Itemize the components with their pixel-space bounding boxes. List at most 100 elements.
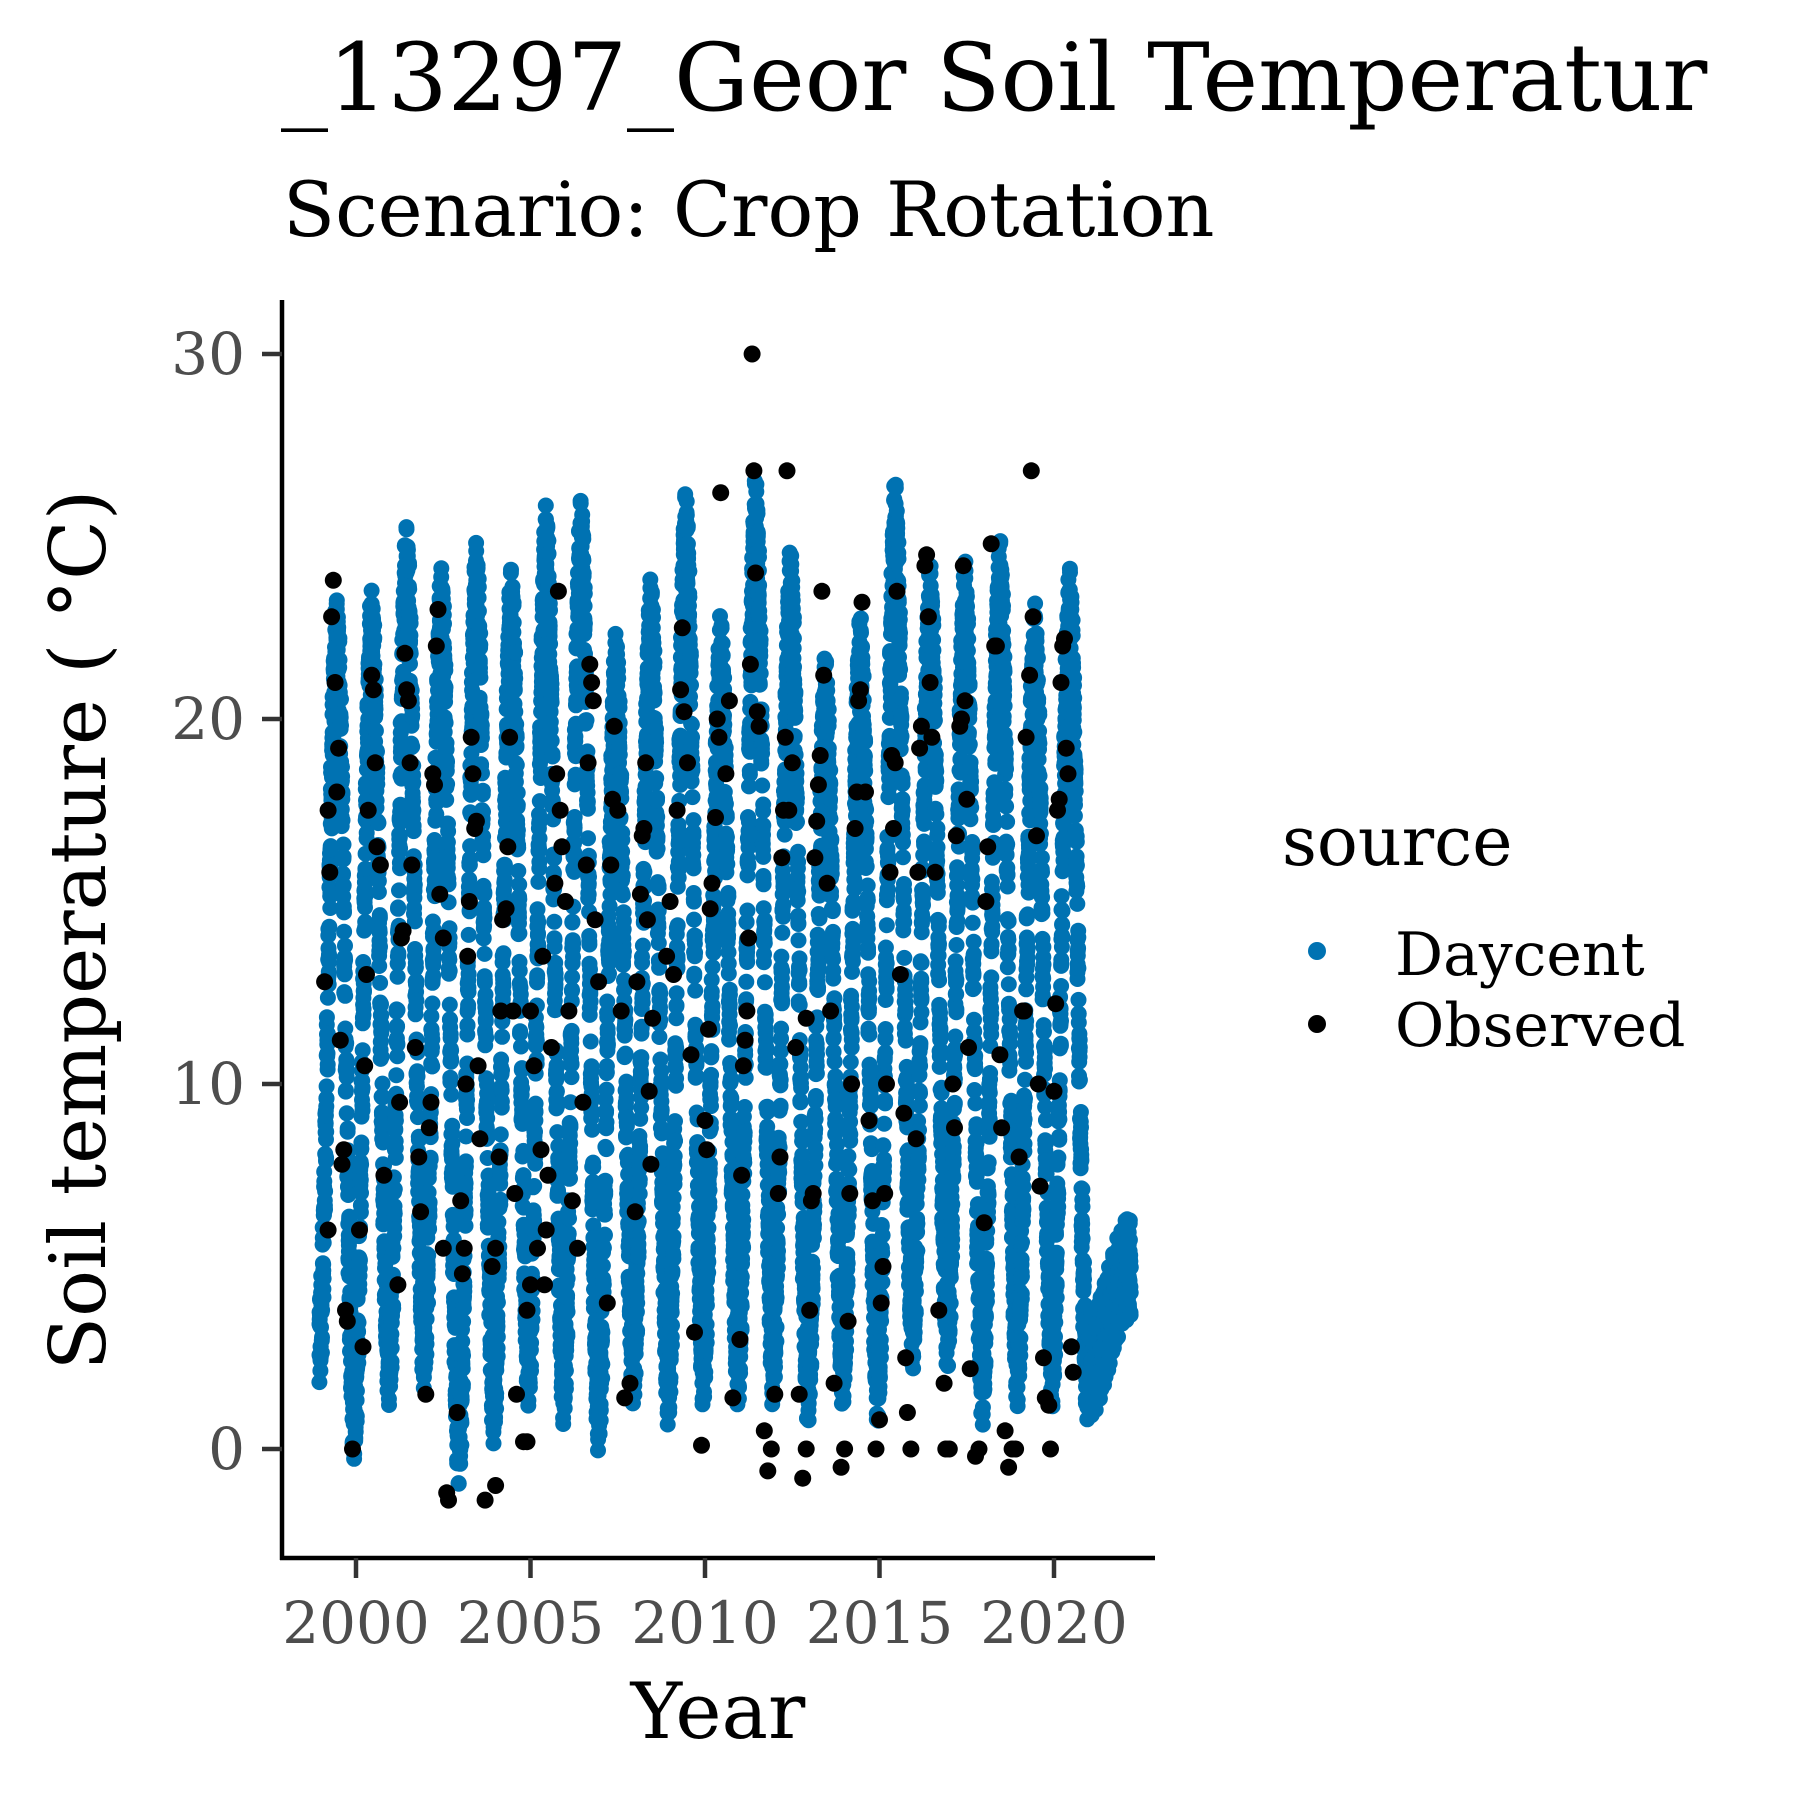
daycent-point	[472, 669, 489, 686]
daycent-point	[773, 948, 790, 965]
daycent-point	[598, 1058, 615, 1075]
daycent-point	[580, 830, 596, 847]
daycent-point	[543, 694, 560, 711]
daycent-point	[472, 636, 489, 653]
daycent-point	[583, 1063, 600, 1079]
daycent-point	[392, 796, 409, 813]
daycent-point	[404, 707, 421, 724]
daycent-point	[684, 789, 701, 806]
daycent-point	[610, 670, 627, 687]
daycent-point	[409, 1095, 426, 1111]
daycent-point	[314, 1302, 331, 1318]
daycent-point	[438, 741, 455, 758]
daycent-point	[408, 992, 425, 1009]
daycent-point	[354, 1102, 371, 1119]
daycent-point	[669, 917, 686, 934]
daycent-point	[705, 938, 722, 955]
daycent-point	[439, 776, 456, 792]
plot-area	[311, 345, 1139, 1509]
daycent-point	[335, 836, 352, 853]
daycent-point	[557, 1362, 574, 1379]
daycent-point	[783, 556, 800, 573]
daycent-point	[476, 945, 493, 962]
daycent-point	[371, 909, 388, 926]
daycent-point	[488, 1400, 505, 1417]
daycent-point	[582, 993, 599, 1010]
daycent-point	[337, 987, 354, 1004]
daycent-point	[749, 505, 766, 522]
daycent-point	[425, 948, 442, 965]
daycent-point	[578, 712, 595, 729]
daycent-point	[756, 912, 773, 929]
daycent-point	[366, 630, 383, 646]
daycent-point	[420, 1294, 436, 1311]
daycent-point	[489, 1348, 506, 1365]
daycent-point	[457, 1153, 474, 1170]
daycent-point	[458, 1128, 474, 1145]
daycent-point	[732, 1365, 749, 1382]
daycent-point	[772, 1097, 789, 1114]
daycent-point	[559, 1287, 576, 1304]
daycent-point	[615, 943, 632, 960]
daycent-point	[754, 777, 771, 794]
daycent-point	[736, 1099, 753, 1115]
daycent-point	[488, 1385, 505, 1402]
daycent-point	[749, 525, 766, 542]
daycent-point	[614, 887, 631, 904]
daycent-point	[460, 984, 477, 1000]
daycent-point	[734, 1186, 751, 1203]
daycent-point	[770, 1206, 787, 1223]
daycent-point	[723, 1072, 739, 1089]
daycent-point	[357, 888, 374, 905]
daycent-point	[574, 506, 591, 523]
daycent-point	[701, 1182, 718, 1199]
daycent-point	[494, 1028, 511, 1045]
daycent-point	[784, 572, 801, 589]
daycent-point	[385, 1300, 402, 1317]
daycent-point	[634, 954, 651, 971]
daycent-point	[630, 1243, 647, 1260]
daycent-point	[479, 1110, 496, 1127]
daycent-point	[318, 1009, 335, 1026]
daycent-point	[701, 1199, 718, 1216]
daycent-point	[420, 1247, 437, 1264]
daycent-point	[562, 1116, 579, 1133]
daycent-point	[317, 1183, 334, 1200]
daycent-point	[334, 768, 351, 785]
daycent-point	[584, 1121, 601, 1138]
daycent-point	[650, 878, 667, 894]
daycent-point	[476, 909, 493, 926]
daycent-point	[371, 924, 388, 941]
daycent-point	[733, 1298, 750, 1315]
daycent-point	[721, 1031, 738, 1048]
daycent-point	[321, 918, 338, 935]
daycent-point	[665, 1250, 682, 1267]
daycent-point	[739, 902, 756, 919]
daycent-point	[559, 1303, 576, 1320]
daycent-point	[383, 1326, 400, 1343]
daycent-point	[562, 1159, 579, 1176]
daycent-point	[489, 1328, 506, 1345]
daycent-point	[773, 1020, 790, 1037]
daycent-point	[774, 992, 791, 1009]
daycent-point	[337, 1082, 354, 1099]
daycent-point	[579, 800, 596, 817]
daycent-point	[354, 1079, 371, 1096]
daycent-point	[386, 1181, 403, 1198]
daycent-point	[336, 904, 352, 921]
daycent-point	[585, 1159, 602, 1176]
daycent-point	[409, 1068, 426, 1085]
daycent-point	[615, 912, 632, 929]
daycent-point	[514, 1080, 530, 1097]
daycent-point	[436, 615, 452, 632]
daycent-point	[758, 1039, 775, 1056]
daycent-point	[401, 581, 418, 598]
daycent-point	[352, 1171, 369, 1188]
daycent-point	[335, 848, 352, 865]
daycent-point	[670, 869, 687, 886]
daycent-point	[493, 1093, 510, 1110]
daycent-point	[340, 1187, 357, 1203]
daycent-point	[495, 977, 512, 994]
daycent-point	[598, 1081, 615, 1098]
daycent-point	[631, 1185, 648, 1202]
